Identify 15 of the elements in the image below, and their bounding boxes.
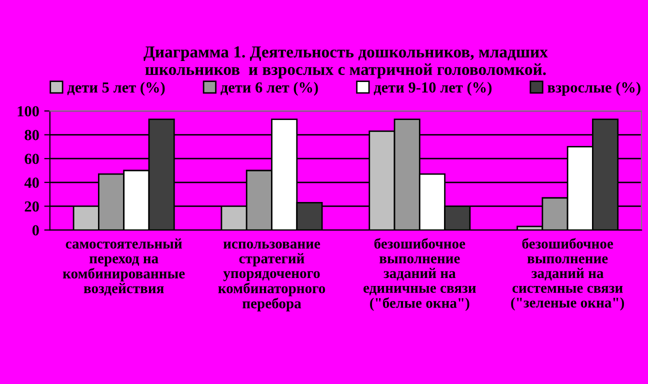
y-tick-label: 40 (24, 178, 39, 188)
x-tick-label: безошибочное выполнение заданий на единичные связи ("белые окна") (364, 238, 476, 311)
x-tick-label: безошибочное выполнение заданий на системные связи ("зеленые окна") (511, 238, 624, 311)
y-tick-label: 20 (24, 201, 39, 212)
legend-label: дети 6 лет (%) (220, 82, 318, 96)
legend-label: дети 5 лет (%) (67, 82, 165, 96)
chart-title: Диаграмма 1. Деятельность дошкольников, младших школьников и взрослых с матричной головоломкой. (144, 46, 548, 78)
x-tick-label: использование стратегий упорядоченого комбинаторного перебора (218, 242, 326, 312)
y-tick-label: 80 (24, 130, 39, 140)
x-tick-label: самостоятельный переход на комбинированные воздействия (62, 238, 185, 296)
y-tick-label: 60 (24, 154, 39, 164)
legend-label: дети 9-10 лет (%) (374, 82, 492, 96)
legend-label: взрослые (%) (548, 82, 640, 96)
y-tick-label: 100 (18, 106, 39, 116)
y-tick-label: 0 (32, 225, 39, 236)
